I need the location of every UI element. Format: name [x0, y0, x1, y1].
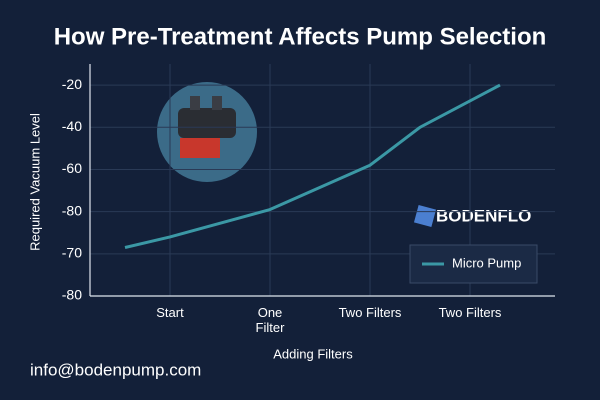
footer: info@bodenpump.com — [30, 360, 201, 379]
y-tick-label: -60 — [62, 160, 82, 176]
y-axis-label: Required Vacuum Level — [27, 113, 42, 251]
logo: BODENFLO — [413, 204, 531, 228]
x-tick-label: One Filter — [255, 305, 285, 335]
legend-label: Micro Pump — [452, 255, 521, 270]
y-tick-label: -40 — [62, 118, 82, 134]
chart-title: How Pre-Treatment Affects Pump Selection — [54, 23, 547, 50]
y-tick-label: -80 — [62, 202, 82, 218]
y-tick-label: -20 — [62, 76, 82, 92]
x-tick-label: Two Filters — [438, 305, 502, 320]
x-tick-label: Two Filters — [338, 305, 402, 320]
line — [124, 83, 501, 249]
x-axis-label: Adding Filters — [273, 346, 353, 361]
product-image — [157, 82, 257, 182]
logo-text: BODENFLO — [436, 206, 531, 225]
y-tick-label: -80 — [62, 287, 82, 303]
x-tick-label: Start — [156, 305, 184, 320]
y-tick-label: -70 — [62, 245, 82, 261]
